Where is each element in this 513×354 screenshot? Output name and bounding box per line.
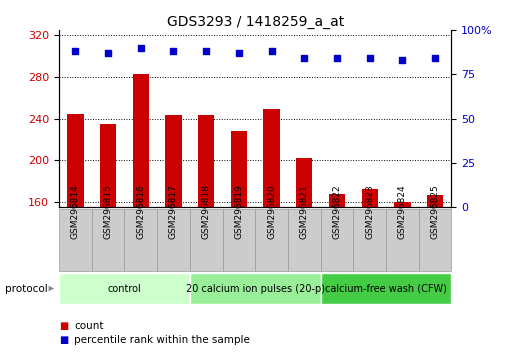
Text: GSM296816: GSM296816 [136, 184, 145, 239]
Point [235, 50, 243, 56]
Text: percentile rank within the sample: percentile rank within the sample [74, 335, 250, 345]
Bar [255, 209, 288, 271]
Text: GSM296825: GSM296825 [430, 184, 440, 239]
Point [300, 56, 308, 61]
Bar [59, 273, 190, 304]
Point [169, 48, 177, 54]
Text: ■: ■ [59, 335, 68, 345]
Bar [288, 209, 321, 271]
Bar [394, 202, 410, 207]
Title: GDS3293 / 1418259_a_at: GDS3293 / 1418259_a_at [167, 15, 344, 29]
Bar [165, 115, 182, 207]
Text: GSM296814: GSM296814 [71, 184, 80, 239]
Point [104, 50, 112, 56]
Text: GSM296817: GSM296817 [169, 184, 178, 239]
Text: GSM296822: GSM296822 [332, 184, 342, 239]
Bar [198, 115, 214, 207]
Bar [190, 273, 321, 304]
Bar [59, 209, 92, 271]
Point [71, 48, 80, 54]
Bar [427, 195, 443, 207]
Point [431, 56, 439, 61]
Text: ■: ■ [59, 321, 68, 331]
Bar [124, 209, 157, 271]
Bar [321, 209, 353, 271]
Point [136, 45, 145, 51]
Bar [190, 209, 223, 271]
Text: control: control [108, 284, 141, 293]
Bar [223, 209, 255, 271]
Bar [362, 189, 378, 207]
Bar [419, 209, 451, 271]
Bar [296, 158, 312, 207]
Text: count: count [74, 321, 104, 331]
Bar [132, 74, 149, 207]
Text: protocol: protocol [5, 284, 48, 293]
Text: GSM296823: GSM296823 [365, 184, 374, 239]
Point [267, 48, 275, 54]
Point [333, 56, 341, 61]
Bar [386, 209, 419, 271]
Text: GSM296820: GSM296820 [267, 184, 276, 239]
Text: GSM296818: GSM296818 [202, 184, 211, 239]
Point [398, 57, 406, 63]
Text: GSM296819: GSM296819 [234, 184, 243, 239]
Text: GSM296824: GSM296824 [398, 184, 407, 239]
Text: GSM296815: GSM296815 [104, 184, 112, 239]
Bar [231, 131, 247, 207]
Bar [329, 194, 345, 207]
Bar [92, 209, 125, 271]
Text: 20 calcium ion pulses (20-p): 20 calcium ion pulses (20-p) [186, 284, 325, 293]
Bar [157, 209, 190, 271]
Bar [353, 209, 386, 271]
Text: GSM296821: GSM296821 [300, 184, 309, 239]
Point [202, 48, 210, 54]
Text: calcium-free wash (CFW): calcium-free wash (CFW) [325, 284, 447, 293]
Point [366, 56, 374, 61]
Bar [321, 273, 451, 304]
Bar [67, 114, 84, 207]
Bar [100, 124, 116, 207]
Bar [263, 109, 280, 207]
